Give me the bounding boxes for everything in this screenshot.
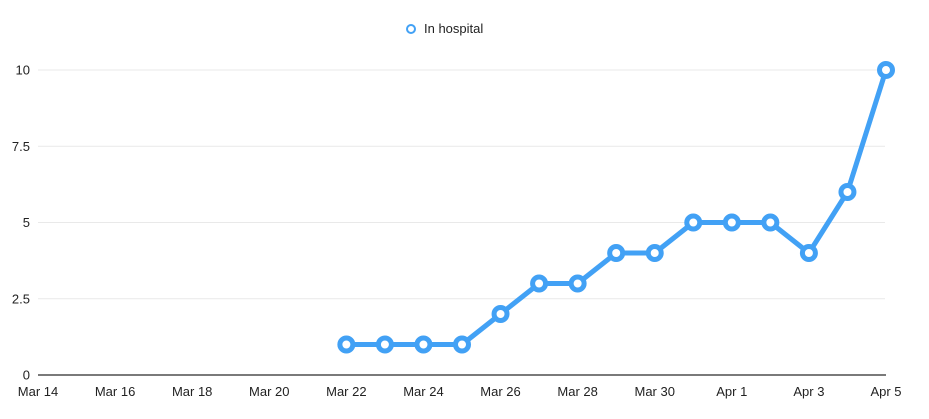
data-point-marker[interactable]: Mar 22: 1: [337, 335, 356, 354]
data-point-marker[interactable]: Mar 28: 3: [568, 274, 587, 293]
data-point-marker[interactable]: Mar 23: 1: [375, 335, 394, 354]
data-point-marker[interactable]: Mar 24: 1: [414, 335, 433, 354]
x-tick-label: Mar 30: [634, 384, 674, 399]
data-point-marker[interactable]: Mar 31: 5: [684, 213, 703, 232]
y-tick-label: 10: [16, 63, 30, 78]
series-line: [343, 67, 889, 347]
x-tick-label: Mar 22: [326, 384, 366, 399]
y-tick-label: 2.5: [12, 291, 30, 306]
y-tick-label: 5: [23, 215, 30, 230]
data-point-marker[interactable]: Mar 30: 4: [645, 244, 664, 262]
data-point-marker[interactable]: Apr 5: 10: [877, 61, 895, 79]
data-point-marker[interactable]: Mar 27: 3: [530, 274, 549, 293]
data-point-marker[interactable]: Mar 29: 4: [607, 244, 626, 262]
data-point-marker[interactable]: Mar 26: 2: [491, 305, 510, 323]
x-tick-label: Mar 28: [557, 384, 597, 399]
x-tick-label: Mar 26: [480, 384, 520, 399]
data-point-marker[interactable]: Apr 2: 5: [761, 213, 780, 232]
data-point-marker[interactable]: Apr 4: 6: [838, 183, 857, 201]
x-tick-label: Apr 1: [716, 384, 747, 399]
x-tick-label: Mar 16: [95, 384, 135, 399]
x-tick-label: Mar 20: [249, 384, 289, 399]
x-tick-label: Mar 14: [18, 384, 58, 399]
chart-legend: In hospital: [406, 21, 483, 37]
x-tick-label: Apr 5: [870, 384, 901, 399]
y-tick-label: 7.5: [12, 139, 30, 154]
x-tick-label: Apr 3: [793, 384, 824, 399]
x-tick-label: Mar 18: [172, 384, 212, 399]
y-tick-label: 0: [23, 368, 30, 383]
legend-label: In hospital: [424, 21, 484, 36]
data-point-marker[interactable]: Apr 3: 4: [799, 244, 818, 262]
x-tick-label: Mar 24: [403, 384, 443, 399]
legend-open-circle-icon: [406, 24, 416, 34]
legend-item-in-hospital[interactable]: In hospital: [406, 21, 483, 37]
data-point-marker[interactable]: Mar 25: 1: [453, 335, 471, 354]
data-point-marker[interactable]: Apr 1: 5: [722, 213, 741, 232]
